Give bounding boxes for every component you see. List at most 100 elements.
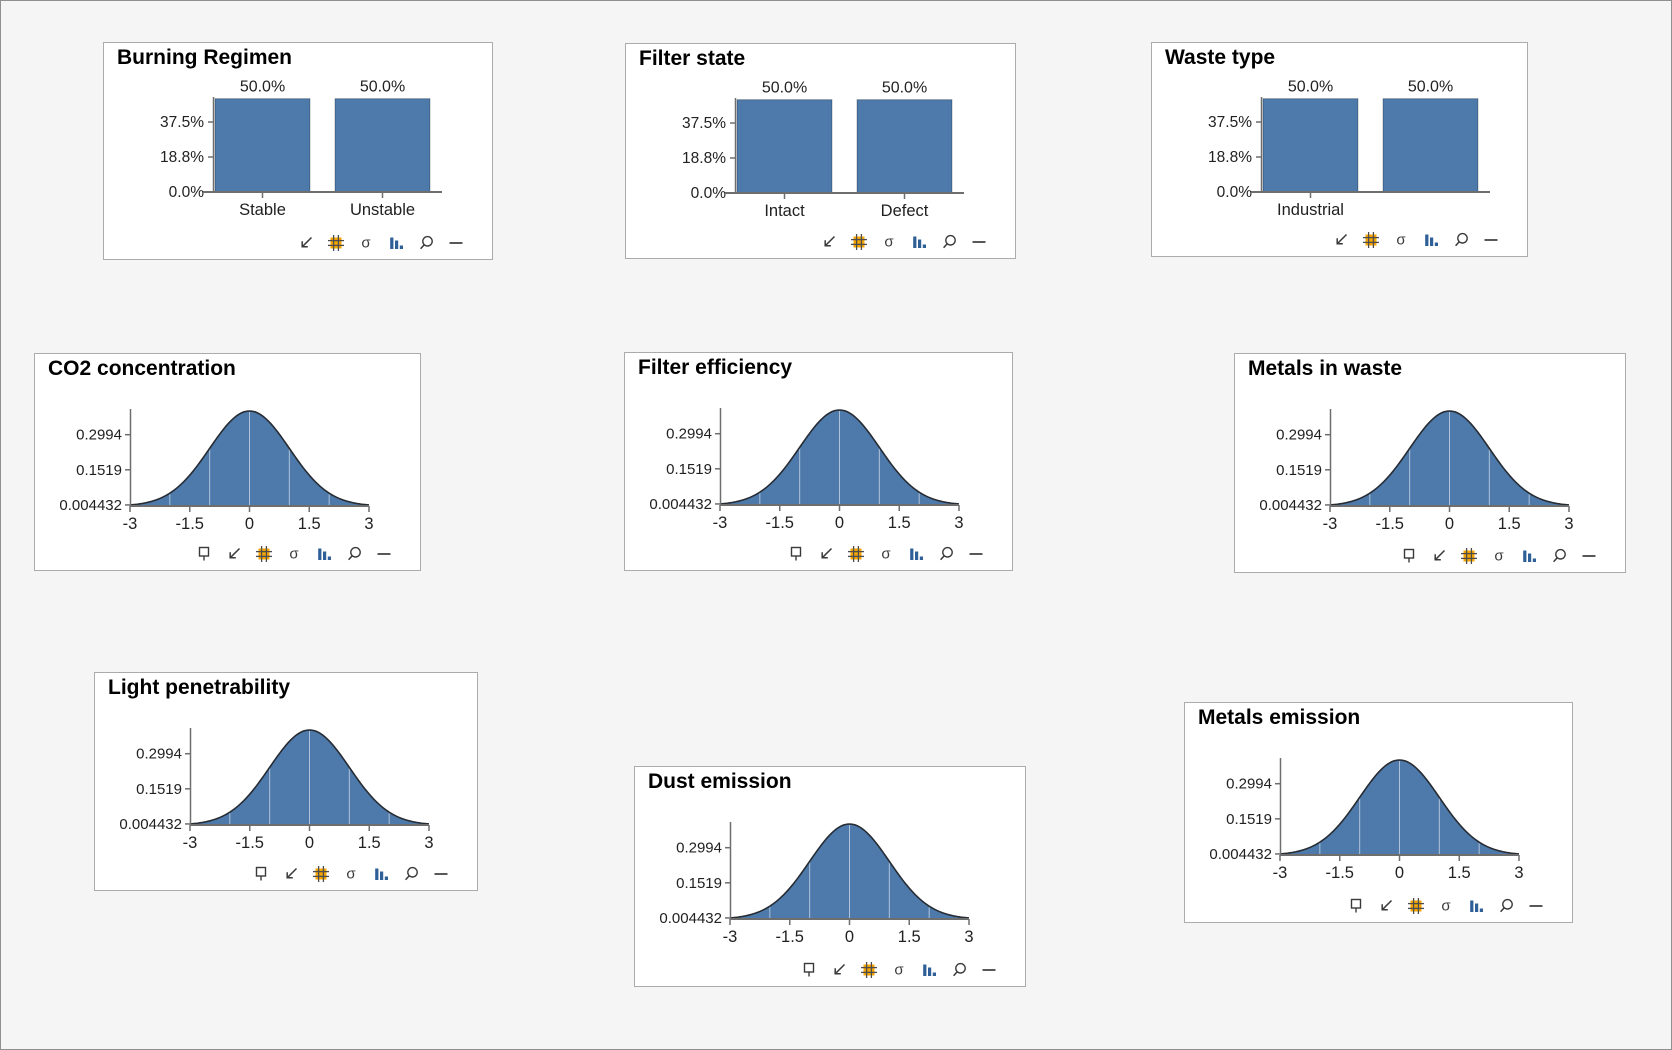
bar-chart: 0.0% 18.8% 37.5% 50.0% Stable 50.0% Unstable	[160, 79, 442, 219]
x-tick-label: -3	[1323, 515, 1338, 533]
arrow-sw-icon[interactable]	[1376, 896, 1396, 916]
bar-chart-icon[interactable]	[1519, 546, 1539, 566]
y-tick-label: 0.2994	[136, 746, 182, 763]
grid-icon[interactable]	[1459, 546, 1479, 566]
y-tick-label: 0.2994	[676, 840, 722, 857]
arrow-sw-icon[interactable]	[281, 864, 301, 884]
panel-metals-in-waste: Metals in waste σ 0.004432 0.1519 0.2994 -3…	[1234, 353, 1626, 573]
placard-icon[interactable]	[799, 960, 819, 980]
magnifier-icon[interactable]	[401, 864, 421, 884]
panel-title: Light penetrability	[108, 676, 291, 699]
y-tick-label: 0.004432	[1259, 497, 1322, 514]
dash-icon[interactable]	[1481, 230, 1501, 250]
bar-chart-icon[interactable]	[371, 864, 391, 884]
grid-icon[interactable]	[859, 960, 879, 980]
density-curve	[1279, 759, 1520, 855]
x-tick-label: 3	[424, 834, 433, 852]
x-tick-label: -1.5	[766, 514, 794, 532]
grid-icon[interactable]	[846, 544, 866, 564]
placard-icon[interactable]	[251, 864, 271, 884]
panel-filter-state: Filter state σ 0.0% 18.8% 37.5% 50.0% Intact…	[625, 43, 1016, 259]
dash-icon[interactable]	[431, 864, 451, 884]
bar-chart-icon[interactable]	[909, 232, 929, 252]
x-tick-label: -1.5	[776, 928, 804, 946]
bar-chart-icon[interactable]	[906, 544, 926, 564]
y-tick-label: 37.5%	[1208, 114, 1252, 131]
y-tick-label: 37.5%	[160, 114, 204, 131]
y-tick-label: 0.2994	[76, 427, 122, 444]
dash-icon[interactable]	[1526, 896, 1546, 916]
dash-icon[interactable]	[979, 960, 999, 980]
density-curve	[129, 410, 370, 506]
placard-icon[interactable]	[194, 544, 214, 564]
magnifier-icon[interactable]	[949, 960, 969, 980]
arrow-sw-icon[interactable]	[1429, 546, 1449, 566]
density-chart: 0.004432 0.1519 0.2994 -3 -1.5 0 1.5 3	[649, 408, 964, 532]
sigma-icon[interactable]: σ	[284, 544, 304, 564]
arrow-sw-icon[interactable]	[819, 232, 839, 252]
panel-title: CO2 concentration	[48, 357, 236, 380]
x-tick-label: -1.5	[1326, 864, 1354, 882]
dash-icon[interactable]	[1579, 546, 1599, 566]
y-tick-label: 0.1519	[1276, 462, 1322, 479]
y-tick-label: 0.004432	[649, 496, 712, 513]
placard-icon[interactable]	[786, 544, 806, 564]
magnifier-icon[interactable]	[1496, 896, 1516, 916]
sigma-icon[interactable]: σ	[1391, 230, 1411, 250]
x-tick-label: 0	[1395, 864, 1404, 882]
arrow-sw-icon[interactable]	[829, 960, 849, 980]
magnifier-icon[interactable]	[344, 544, 364, 564]
sigma-icon[interactable]: σ	[356, 233, 376, 253]
grid-icon[interactable]	[311, 864, 331, 884]
dash-icon[interactable]	[374, 544, 394, 564]
arrow-sw-icon[interactable]	[224, 544, 244, 564]
grid-icon[interactable]	[849, 232, 869, 252]
chart-toolbar: σ	[786, 544, 986, 564]
magnifier-icon[interactable]	[939, 232, 959, 252]
bar-value-label: 50.0%	[1408, 79, 1453, 96]
sigma-icon[interactable]: σ	[889, 960, 909, 980]
sigma-icon[interactable]: σ	[341, 864, 361, 884]
bar-chart-icon[interactable]	[386, 233, 406, 253]
bar-chart-icon[interactable]	[919, 960, 939, 980]
chart-toolbar: σ	[819, 232, 989, 252]
panel-title: Filter state	[639, 47, 746, 70]
arrow-sw-icon[interactable]	[816, 544, 836, 564]
chart-toolbar: σ	[1346, 896, 1546, 916]
magnifier-icon[interactable]	[1549, 546, 1569, 566]
arrow-sw-icon[interactable]	[1331, 230, 1351, 250]
panel-light-penetrability: Light penetrability σ 0.004432 0.1519 0.29…	[94, 672, 478, 891]
bar-chart: 0.0% 18.8% 37.5% 50.0% Intact 50.0% Defect	[682, 80, 964, 220]
grid-icon[interactable]	[326, 233, 346, 253]
bar-chart-icon[interactable]	[1421, 230, 1441, 250]
sigma-icon[interactable]: σ	[1436, 896, 1456, 916]
grid-icon[interactable]	[254, 544, 274, 564]
bar-chart-icon[interactable]	[1466, 896, 1486, 916]
sigma-icon[interactable]: σ	[1489, 546, 1509, 566]
category-label: Industrial	[1277, 201, 1344, 219]
grid-icon[interactable]	[1406, 896, 1426, 916]
chart-toolbar: σ	[1331, 230, 1501, 250]
sigma-icon[interactable]: σ	[876, 544, 896, 564]
x-tick-label: 0	[845, 928, 854, 946]
dash-icon[interactable]	[966, 544, 986, 564]
sigma-icon[interactable]: σ	[879, 232, 899, 252]
magnifier-icon[interactable]	[1451, 230, 1471, 250]
dash-icon[interactable]	[969, 232, 989, 252]
magnifier-icon[interactable]	[936, 544, 956, 564]
placard-icon[interactable]	[1399, 546, 1419, 566]
density-chart: 0.004432 0.1519 0.2994 -3 -1.5 0 1.5 3	[1209, 758, 1524, 882]
y-tick-label: 0.0%	[691, 185, 727, 202]
placard-icon[interactable]	[1346, 896, 1366, 916]
grid-icon[interactable]	[1361, 230, 1381, 250]
x-tick-label: 3	[964, 928, 973, 946]
y-tick-label: 0.004432	[59, 497, 122, 514]
density-chart: 0.004432 0.1519 0.2994 -3 -1.5 0 1.5 3	[659, 822, 974, 946]
bar	[1262, 98, 1359, 193]
dash-icon[interactable]	[446, 233, 466, 253]
bar-chart-icon[interactable]	[314, 544, 334, 564]
arrow-sw-icon[interactable]	[296, 233, 316, 253]
x-tick-label: 0	[245, 515, 254, 533]
y-tick-label: 0.0%	[1217, 184, 1253, 201]
magnifier-icon[interactable]	[416, 233, 436, 253]
